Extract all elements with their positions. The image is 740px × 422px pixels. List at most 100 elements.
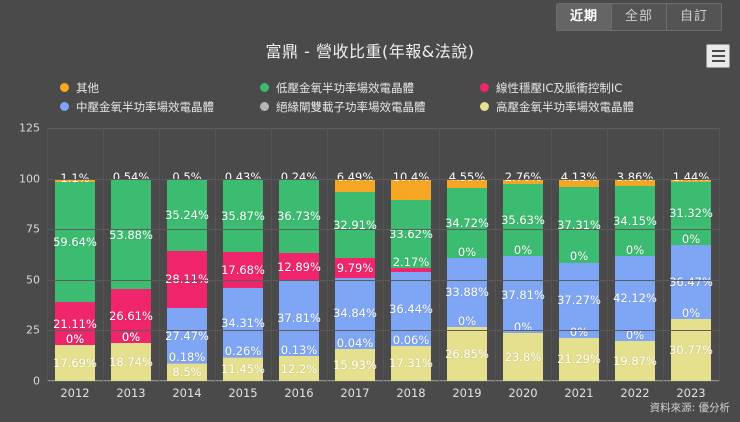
x-axis-tick: 2015 [228, 386, 258, 400]
bar-segment[interactable]: 23.8% [503, 332, 543, 381]
bar-segment-label: 17.31% [389, 356, 433, 371]
bar-segment-label: 34.31% [221, 315, 265, 330]
bar-segment[interactable]: 31.32% [669, 181, 713, 245]
bar-segment[interactable]: 33.88% [445, 258, 489, 327]
legend-item-1[interactable]: 低壓金氧半功率場效電晶體 [260, 80, 480, 95]
bar-segment-label: 34.72% [445, 215, 489, 230]
bar-segment[interactable]: 35.24% [165, 179, 209, 251]
x-axis-tick: 2022 [620, 386, 650, 400]
bar-segment[interactable]: 17.31% [389, 345, 433, 381]
bar-segment-label: 18.74% [109, 355, 153, 370]
bar-segment-label: 17.68% [221, 262, 265, 277]
legend-color-dot-icon [480, 102, 489, 111]
bar-segment[interactable]: 37.81% [277, 279, 321, 357]
range-button-group[interactable]: 近期 全部 自訂 [555, 3, 722, 31]
bar-segment[interactable]: 36.73% [277, 179, 321, 254]
vertical-gridline [607, 128, 608, 381]
bar-segment-label: 30.77% [669, 342, 713, 357]
range-button-custom[interactable]: 自訂 [666, 4, 721, 30]
bar-segment-label: 34.15% [613, 213, 657, 228]
bar-segment[interactable]: 59.64% [53, 181, 97, 303]
bar-segment[interactable]: 15.93% [333, 348, 377, 381]
bar-segment[interactable]: 27.47% [165, 307, 209, 364]
bar-segment[interactable]: 10.4% [391, 170, 431, 200]
bar-segment[interactable]: 21.29% [557, 337, 601, 381]
menu-line-3 [711, 60, 725, 62]
bar-segment[interactable]: 4.55% [447, 170, 487, 188]
bar-segment[interactable]: 34.31% [221, 287, 265, 358]
range-button-all[interactable]: 全部 [611, 4, 667, 30]
bar-segment-label: 59.64% [53, 235, 97, 250]
bar-segment[interactable]: 34.15% [613, 186, 657, 256]
bar-segment-label: 26.85% [445, 346, 489, 361]
y-axis-tick: 75 [26, 222, 40, 236]
bar-segment[interactable]: 36.44% [389, 272, 433, 346]
legend-item-2[interactable]: 線性穩壓IC及脈衝控制IC [480, 80, 700, 95]
bar-segment[interactable]: 17.68% [221, 252, 265, 288]
bar-segment-label: 15.93% [333, 357, 377, 372]
legend-item-label: 絕緣閘雙載子功率場效電晶體 [276, 99, 426, 114]
y-axis-tick: 100 [19, 172, 40, 186]
bar-segment[interactable]: 33.62% [389, 199, 433, 268]
bar-segment[interactable]: 4.13% [559, 170, 599, 187]
bar-segment[interactable]: 53.88% [109, 180, 153, 290]
bar-segment[interactable]: 34.72% [445, 187, 489, 259]
hamburger-menu-icon[interactable] [706, 44, 730, 68]
bar-segment[interactable]: 19.87% [613, 340, 657, 381]
legend-color-dot-icon [60, 102, 69, 111]
bar-segment[interactable]: 37.31% [557, 187, 601, 263]
vertical-gridline [103, 128, 104, 381]
bar-segment[interactable]: 35.63% [501, 184, 545, 257]
bar-segment[interactable]: 6.49% [335, 170, 375, 192]
menu-line-1 [711, 50, 725, 52]
bar-segment[interactable]: 30.77% [669, 318, 713, 381]
bar-segment[interactable]: 3.86% [615, 170, 655, 187]
x-axis-tick: 2016 [284, 386, 314, 400]
vertical-gridline [159, 128, 160, 381]
bar-segment[interactable]: 37.81% [501, 256, 545, 333]
bar-segment[interactable]: 36.47% [669, 244, 713, 319]
legend-item-3[interactable]: 中壓金氧半功率場效電晶體 [60, 99, 260, 114]
bar-segment[interactable]: 21.11% [53, 302, 97, 346]
bar-segment[interactable]: 26.85% [445, 326, 489, 381]
bar-segment[interactable]: 9.79% [335, 258, 375, 279]
bar-segment[interactable]: 12.2% [279, 356, 319, 381]
chart-legend: 其他 低壓金氧半功率場效電晶體 線性穩壓IC及脈衝控制IC 中壓金氧半功率場效電晶體 絕… [60, 80, 700, 114]
bar-segment[interactable]: 8.5% [167, 363, 207, 381]
bar-segment-label: 26.61% [109, 309, 153, 324]
legend-item-label: 高壓金氧半功率場效電晶體 [496, 99, 634, 114]
bar-segment[interactable]: 26.61% [109, 289, 153, 344]
legend-color-dot-icon [480, 83, 489, 92]
legend-color-dot-icon [260, 102, 269, 111]
legend-item-5[interactable]: 高壓金氧半功率場效電晶體 [480, 99, 700, 114]
bar-segment-label: 23.8% [504, 349, 542, 364]
range-button-recent[interactable]: 近期 [556, 4, 612, 30]
bar-segment[interactable]: 12.89% [277, 253, 321, 280]
bar-segment-label: 35.24% [165, 208, 209, 223]
bar-segment-label: 6.49% [336, 169, 374, 184]
legend-item-4[interactable]: 絕緣閘雙載子功率場效電晶體 [260, 99, 480, 114]
bar-segment[interactable]: 34.84% [333, 278, 377, 349]
legend-item-0[interactable]: 其他 [60, 80, 260, 95]
bar-segment[interactable]: 42.12% [613, 255, 657, 341]
x-axis-tick: 2012 [60, 386, 90, 400]
bar-segment[interactable]: 37.27% [557, 262, 601, 338]
x-axis-tick: 2014 [172, 386, 202, 400]
x-axis-labels: 2012 2013 2014 2015 2016 2017 2018 2019 2020 2021… [47, 386, 719, 402]
bar-segment-label: 21.29% [557, 352, 601, 367]
vertical-gridline [327, 128, 328, 381]
bar-segment[interactable]: 18.74% [109, 343, 153, 381]
bar-segment-label: 17.69% [53, 356, 97, 371]
page-title: 富鼎 - 營收比重(年報&法說) [265, 42, 475, 61]
bar-segment-label: 42.12% [613, 291, 657, 306]
y-axis-tick: 125 [19, 121, 40, 135]
bar-segment[interactable]: 35.87% [221, 179, 265, 253]
bar-segment[interactable]: 11.45% [221, 357, 265, 381]
bar-segment[interactable]: 17.69% [53, 345, 97, 381]
bar-segment-label: 37.81% [277, 310, 321, 325]
x-axis-tick: 2017 [340, 386, 370, 400]
bar-segment-label: 10.4% [392, 169, 430, 184]
legend-item-label: 低壓金氧半功率場效電晶體 [276, 80, 414, 95]
bar-segment[interactable]: 32.91% [333, 191, 377, 259]
